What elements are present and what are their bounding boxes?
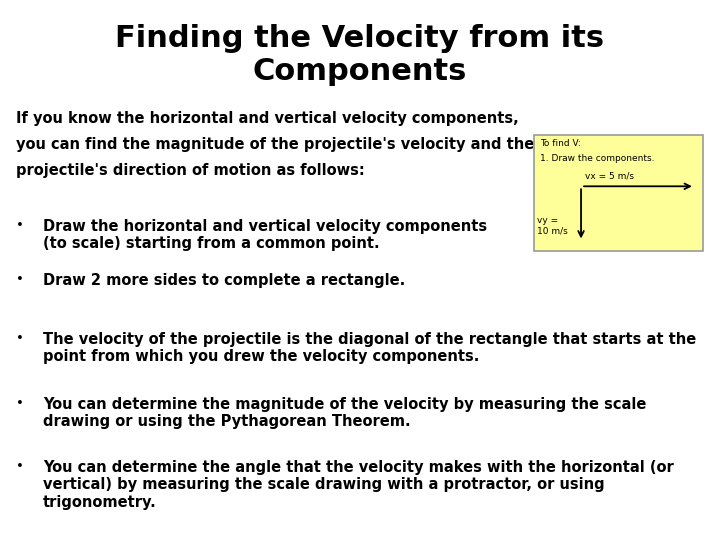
Text: If you know the horizontal and vertical velocity components,: If you know the horizontal and vertical …: [16, 111, 518, 126]
Text: •: •: [16, 332, 24, 345]
Text: vx = 5 m/s: vx = 5 m/s: [585, 172, 634, 181]
Text: Finding the Velocity from its: Finding the Velocity from its: [115, 24, 605, 53]
Text: •: •: [16, 219, 24, 232]
Text: you can find the magnitude of the projectile's velocity and the: you can find the magnitude of the projec…: [16, 137, 534, 152]
Text: The velocity of the projectile is the diagonal of the rectangle that starts at t: The velocity of the projectile is the di…: [43, 332, 696, 365]
Text: You can determine the angle that the velocity makes with the horizontal (or
vert: You can determine the angle that the vel…: [43, 460, 674, 510]
Text: Draw 2 more sides to complete a rectangle.: Draw 2 more sides to complete a rectangl…: [43, 273, 405, 288]
FancyBboxPatch shape: [534, 135, 703, 251]
Text: To find V:: To find V:: [540, 139, 581, 148]
Text: You can determine the magnitude of the velocity by measuring the scale
drawing o: You can determine the magnitude of the v…: [43, 397, 647, 429]
Text: 1. Draw the components.: 1. Draw the components.: [540, 154, 654, 164]
Text: projectile's direction of motion as follows:: projectile's direction of motion as foll…: [16, 163, 364, 178]
Text: Components: Components: [253, 57, 467, 86]
Text: Draw the horizontal and vertical velocity components
(to scale) starting from a : Draw the horizontal and vertical velocit…: [43, 219, 487, 251]
Text: vy =
10 m/s: vy = 10 m/s: [537, 216, 568, 235]
Text: •: •: [16, 273, 24, 286]
Text: •: •: [16, 460, 24, 473]
Text: •: •: [16, 397, 24, 410]
